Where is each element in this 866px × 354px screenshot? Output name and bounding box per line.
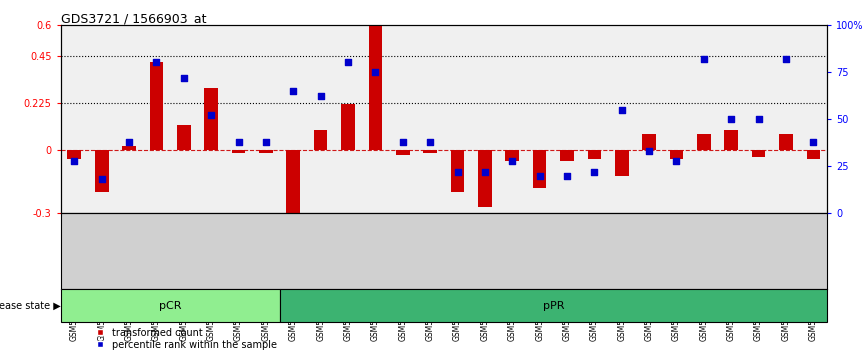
Point xyxy=(204,113,218,118)
Bar xyxy=(697,134,711,150)
Point xyxy=(259,139,273,144)
Text: GDS3721 / 1566903_at: GDS3721 / 1566903_at xyxy=(61,12,206,25)
Bar xyxy=(396,150,410,155)
Point xyxy=(94,177,108,182)
Point xyxy=(560,173,574,178)
Text: pPR: pPR xyxy=(543,301,564,311)
Point xyxy=(478,169,492,175)
Point xyxy=(779,56,793,62)
Bar xyxy=(341,104,355,150)
Point xyxy=(669,158,683,163)
Bar xyxy=(587,150,601,159)
Bar xyxy=(533,150,546,188)
Point xyxy=(752,116,766,122)
Point xyxy=(587,169,601,175)
Bar xyxy=(752,150,766,157)
Point xyxy=(287,88,301,93)
Bar xyxy=(779,134,792,150)
FancyBboxPatch shape xyxy=(61,290,280,322)
Point xyxy=(423,139,437,144)
Point xyxy=(450,169,464,175)
Bar xyxy=(724,130,738,150)
Point xyxy=(506,158,520,163)
Bar xyxy=(287,150,301,213)
Point xyxy=(615,107,629,113)
Bar xyxy=(423,150,437,153)
Bar xyxy=(669,150,683,159)
Bar xyxy=(615,150,629,176)
Bar xyxy=(560,150,574,161)
Point xyxy=(122,139,136,144)
Point xyxy=(724,116,738,122)
Bar xyxy=(95,150,108,192)
Bar xyxy=(806,150,820,159)
Bar xyxy=(204,88,218,150)
Point xyxy=(643,148,656,154)
Point xyxy=(396,139,410,144)
Point xyxy=(231,139,245,144)
Point xyxy=(68,158,81,163)
Point xyxy=(150,60,164,65)
Bar xyxy=(177,125,191,150)
Bar xyxy=(450,150,464,192)
Bar xyxy=(259,150,273,153)
Text: disease state ▶: disease state ▶ xyxy=(0,301,61,311)
Point xyxy=(533,173,546,178)
Point xyxy=(806,139,820,144)
Bar xyxy=(150,63,164,150)
Point xyxy=(341,60,355,65)
Legend: transformed count, percentile rank within the sample: transformed count, percentile rank withi… xyxy=(96,328,277,350)
Point xyxy=(313,93,327,99)
Point xyxy=(368,69,382,75)
Point xyxy=(697,56,711,62)
Bar xyxy=(232,150,245,153)
Bar xyxy=(506,150,519,161)
Bar xyxy=(122,146,136,150)
Text: pCR: pCR xyxy=(158,301,181,311)
Bar xyxy=(313,130,327,150)
Bar xyxy=(369,25,382,150)
Bar xyxy=(68,150,81,159)
Bar xyxy=(478,150,492,207)
FancyBboxPatch shape xyxy=(280,290,827,322)
Bar xyxy=(643,134,656,150)
Point xyxy=(177,75,191,80)
